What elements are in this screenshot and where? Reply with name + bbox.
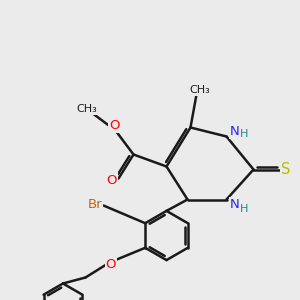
Text: O: O <box>106 257 116 271</box>
Text: S: S <box>281 162 291 177</box>
Text: N: N <box>230 124 240 138</box>
Text: Br: Br <box>88 197 102 211</box>
Text: H: H <box>240 129 249 139</box>
Text: O: O <box>109 118 119 132</box>
Text: CH₃: CH₃ <box>76 104 98 114</box>
Text: H: H <box>240 203 249 214</box>
Text: O: O <box>107 173 117 187</box>
Text: N: N <box>230 198 240 212</box>
Text: CH₃: CH₃ <box>189 85 210 95</box>
